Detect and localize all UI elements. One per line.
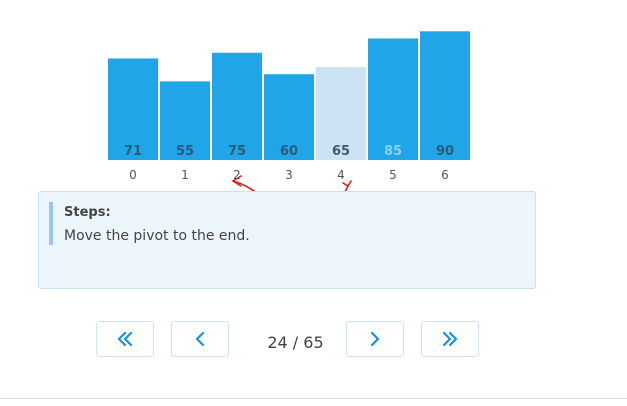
current-step: 24: [267, 333, 288, 352]
bar-value-label: 60: [280, 144, 298, 159]
bar-value-label: 90: [436, 144, 454, 159]
page-separator: /: [292, 333, 299, 352]
bar-0: [108, 58, 158, 160]
bar-chart: 71 0 55 1 75 2 60 3 65 4 85 5 90 6: [108, 31, 470, 211]
chevron-right-icon: [370, 331, 380, 347]
bar-value-label: 85: [384, 144, 402, 159]
bar-value-label: 65: [332, 144, 350, 159]
page-indicator: 24 / 65: [248, 333, 343, 352]
bar-1: [160, 81, 210, 160]
steps-text: Move the pivot to the end.: [64, 228, 250, 244]
total-steps: 65: [303, 333, 324, 352]
chevron-left-icon: [195, 331, 205, 347]
bar-value-label: 75: [228, 144, 246, 159]
bottom-divider: [0, 398, 627, 399]
double-chevron-right-icon: [442, 331, 458, 347]
first-step-button[interactable]: [96, 321, 154, 357]
swap-arrow-head-right: [342, 180, 352, 188]
bar-3: [264, 74, 314, 160]
x-tick-label: 5: [389, 168, 397, 182]
steps-title: Steps:: [64, 205, 111, 220]
x-tick-label: 2: [233, 168, 241, 182]
last-step-button[interactable]: [421, 321, 479, 357]
steps-accent-bar: [49, 202, 53, 245]
double-chevron-left-icon: [117, 331, 133, 347]
next-step-button[interactable]: [346, 321, 404, 357]
bar-6: [420, 31, 470, 160]
x-tick-label: 4: [337, 168, 345, 182]
x-tick-label: 0: [129, 168, 137, 182]
x-tick-label: 6: [441, 168, 449, 182]
bar-value-label: 71: [124, 144, 142, 159]
previous-step-button[interactable]: [171, 321, 229, 357]
x-tick-label: 3: [285, 168, 293, 182]
x-tick-label: 1: [181, 168, 189, 182]
bar-5: [368, 38, 418, 161]
steps-panel: Steps: Move the pivot to the end.: [38, 191, 536, 289]
bar-value-label: 55: [176, 144, 194, 159]
bar-2: [212, 52, 262, 160]
bar-4: [316, 67, 366, 160]
swap-arrow-head-left: [231, 175, 242, 187]
